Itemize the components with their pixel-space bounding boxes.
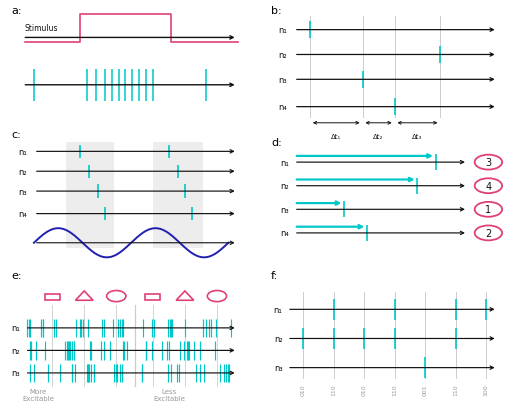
Text: 1: 1 — [485, 205, 491, 215]
Text: Δt₃: Δt₃ — [412, 133, 423, 139]
Text: n₁: n₁ — [18, 147, 27, 157]
Text: n₂: n₂ — [278, 51, 287, 60]
Text: n₁: n₁ — [274, 305, 282, 314]
Bar — [146, 294, 160, 300]
Text: 010: 010 — [361, 384, 367, 395]
Text: Δt₁: Δt₁ — [331, 133, 341, 139]
Text: n₂: n₂ — [281, 182, 289, 191]
Text: e:: e: — [11, 270, 21, 280]
Bar — [45, 294, 60, 300]
Text: n₁: n₁ — [281, 158, 289, 167]
Text: d:: d: — [271, 138, 282, 148]
Text: n₂: n₂ — [274, 334, 282, 343]
Text: Less
Excitable: Less Excitable — [153, 388, 185, 401]
Text: 2: 2 — [485, 228, 491, 238]
Bar — [66, 143, 114, 249]
Text: n₁: n₁ — [11, 324, 20, 332]
Text: 110: 110 — [453, 384, 458, 395]
Text: c:: c: — [11, 130, 21, 140]
Text: n₃: n₃ — [11, 368, 20, 377]
Text: n₂: n₂ — [18, 167, 27, 176]
Text: 110: 110 — [331, 384, 336, 395]
Text: n₃: n₃ — [281, 205, 289, 214]
Text: Δt₂: Δt₂ — [373, 133, 384, 139]
Text: a:: a: — [11, 6, 21, 16]
Text: n₂: n₂ — [11, 346, 20, 355]
Text: n₁: n₁ — [278, 26, 287, 35]
Text: n₄: n₄ — [280, 229, 289, 238]
Text: 110: 110 — [392, 384, 397, 395]
Text: n₃: n₃ — [278, 76, 287, 85]
Text: n₃: n₃ — [18, 187, 27, 196]
Text: f:: f: — [271, 270, 278, 280]
Text: 100: 100 — [484, 384, 489, 395]
Bar — [153, 143, 203, 249]
Text: More
Excitable: More Excitable — [22, 388, 55, 401]
Text: 001: 001 — [423, 384, 427, 395]
Text: n₄: n₄ — [278, 103, 287, 112]
Text: 3: 3 — [485, 158, 491, 168]
Text: n₃: n₃ — [274, 363, 282, 372]
Text: 010: 010 — [301, 384, 306, 395]
Text: n₄: n₄ — [18, 210, 27, 218]
Text: b:: b: — [271, 6, 282, 16]
Text: Stimulus: Stimulus — [25, 24, 58, 33]
Text: 4: 4 — [485, 181, 491, 191]
